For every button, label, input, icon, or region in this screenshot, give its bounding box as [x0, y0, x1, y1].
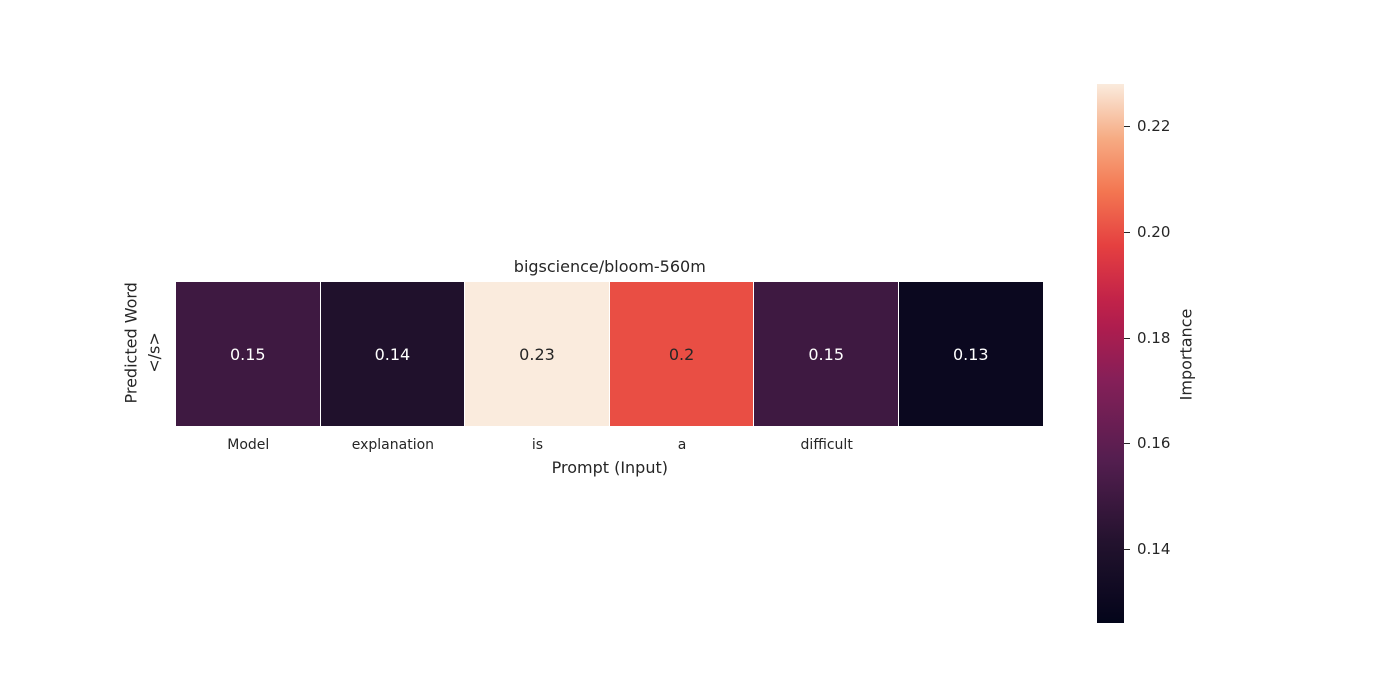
colorbar-tick-label: 0.16 [1137, 434, 1171, 452]
colorbar-tick-label: 0.22 [1137, 117, 1171, 135]
x-tick-label: difficult [800, 437, 853, 453]
heatmap-cell: 0.15 [176, 282, 321, 426]
colorbar-label: Importance [1176, 308, 1196, 401]
cell-value-label: 0.14 [374, 344, 411, 364]
colorbar-tick-mark [1124, 443, 1130, 444]
cell-value-label: 0.23 [519, 344, 555, 364]
colorbar-tick-label: 0.20 [1137, 223, 1171, 241]
colorbar-tick-mark [1124, 338, 1130, 339]
colorbar-tick-label: 0.14 [1137, 540, 1171, 558]
chart-title: bigscience/bloom-560m [513, 257, 706, 276]
colorbar [1097, 84, 1124, 623]
heatmap-cell: 0.13 [899, 282, 1044, 426]
x-tick-label: explanation [351, 437, 435, 453]
heatmap-cell: 0.14 [320, 282, 466, 426]
x-tick-label: Model [227, 437, 270, 453]
x-tick-label: a [677, 437, 687, 453]
cell-value-label: 0.2 [668, 344, 695, 364]
cell-value-label: 0.15 [808, 344, 844, 364]
heatmap-cell: 0.23 [465, 282, 610, 426]
cell-value-label: 0.15 [229, 344, 266, 364]
y-axis-label: Predicted Word [121, 282, 141, 404]
cell-value-label: 0.13 [952, 344, 989, 364]
heatmap-cell: 0.15 [754, 282, 899, 426]
x-axis-label: Prompt (Input) [551, 458, 668, 477]
colorbar-tick-label: 0.18 [1137, 329, 1171, 347]
x-tick-label: is [531, 437, 544, 453]
colorbar-tick-mark [1124, 126, 1130, 127]
colorbar-tick-mark [1124, 232, 1130, 233]
y-tick-label: </s> [144, 332, 164, 373]
colorbar-tick-mark [1124, 549, 1130, 550]
heatmap-cell: 0.2 [609, 282, 755, 426]
